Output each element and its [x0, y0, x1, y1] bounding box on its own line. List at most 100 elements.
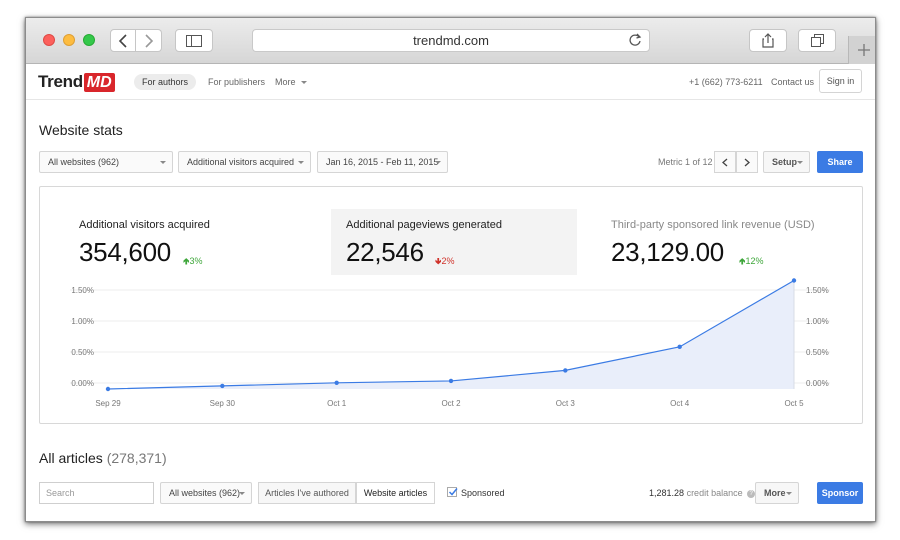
x-tick-label: Oct 4 [670, 399, 690, 408]
sponsored-label: Sponsored [461, 488, 505, 498]
y-tick-label-right: 0.50% [806, 348, 829, 357]
chevron-right-icon [744, 158, 750, 166]
chevron-down-icon [797, 161, 803, 164]
stat-value: 23,129.00 [611, 237, 724, 267]
stats-panel: Additional visitors acquired 354,600 🢁3%… [39, 186, 863, 424]
logo-badge: MD [83, 72, 115, 92]
x-tick-label: Oct 3 [556, 399, 576, 408]
y-tick-label-left: 0.50% [71, 348, 94, 357]
chevron-down-icon [786, 492, 792, 495]
sidebar-button[interactable] [175, 29, 213, 52]
articles-count: (278,371) [106, 450, 167, 466]
help-icon[interactable]: ? [747, 489, 756, 498]
nav-for-publishers[interactable]: For publishers [208, 77, 266, 87]
websites-dropdown[interactable]: All websites (962) [39, 151, 173, 173]
articles-websites-dropdown[interactable]: All websites (962) [160, 482, 252, 504]
setup-button[interactable]: Setup [763, 151, 810, 173]
url-text: trendmd.com [413, 33, 489, 48]
date-range-dropdown[interactable]: Jan 16, 2015 - Feb 11, 2015 [317, 151, 448, 173]
stat-delta: 🢃2% [435, 254, 454, 270]
data-point [563, 368, 568, 373]
y-tick-label-left: 1.00% [71, 317, 94, 326]
plus-icon [857, 44, 870, 56]
credit-label: credit balance [686, 488, 743, 498]
stat-delta-value: 3% [189, 256, 203, 266]
site-header: Trend MD For authors For publishers More… [26, 64, 875, 100]
back-icon [118, 33, 127, 48]
reload-icon[interactable] [628, 33, 642, 47]
browser-toolbar: trendmd.com [26, 18, 875, 64]
stat-pageviews[interactable]: Additional pageviews generated 22,546 🢃2… [331, 209, 577, 275]
share-icon [762, 33, 774, 48]
y-tick-label-left: 1.50% [71, 286, 94, 295]
tabs-icon [810, 34, 824, 47]
nav-more-label: More [275, 77, 296, 87]
x-tick-label: Sep 29 [95, 399, 121, 408]
metric-pager-label: Metric 1 of 12 [658, 157, 713, 167]
y-tick-label-right: 0.00% [806, 379, 829, 388]
zoom-window-button[interactable] [83, 34, 95, 46]
x-tick-label: Oct 2 [441, 399, 461, 408]
arrow-up-icon: 🢁 [739, 256, 746, 266]
tab-website-articles[interactable]: Website articles [356, 482, 435, 504]
address-bar[interactable]: trendmd.com [252, 29, 650, 52]
stat-delta: 🢁3% [183, 254, 202, 270]
x-tick-label: Oct 1 [327, 399, 347, 408]
arrow-up-icon: 🢁 [183, 256, 190, 266]
back-button[interactable] [110, 29, 136, 52]
more-label: More [764, 488, 786, 498]
x-tick-label: Oct 5 [784, 399, 804, 408]
stat-label: Third-party sponsored link revenue (USD) [611, 219, 815, 231]
nav-more[interactable]: More [275, 74, 308, 90]
credit-balance: 1,281.28 credit balance ? [649, 488, 756, 498]
more-button[interactable]: More [755, 482, 799, 504]
metric-dropdown[interactable]: Additional visitors acquired [178, 151, 311, 173]
y-tick-label-right: 1.00% [806, 317, 829, 326]
trendmd-logo[interactable]: Trend MD [38, 72, 115, 92]
sponsor-button[interactable]: Sponsor [817, 482, 863, 504]
forward-button[interactable] [136, 29, 162, 52]
stat-delta-value: 2% [441, 256, 455, 266]
stat-revenue[interactable]: Third-party sponsored link revenue (USD)… [611, 209, 861, 275]
tabs-overview-button[interactable] [798, 29, 836, 52]
articles-websites-value: All websites (962) [169, 488, 241, 498]
chevron-down-icon [298, 161, 304, 164]
data-point [448, 378, 454, 384]
close-window-button[interactable] [43, 34, 55, 46]
sign-in-button[interactable]: Sign in [819, 69, 862, 93]
share-page-button[interactable] [749, 29, 787, 52]
credit-value: 1,281.28 [649, 488, 685, 498]
minimize-window-button[interactable] [63, 34, 75, 46]
share-button[interactable]: Share [817, 151, 863, 173]
tab-articles-authored[interactable]: Articles I've authored [258, 482, 356, 504]
sponsored-checkbox[interactable] [447, 487, 458, 497]
stat-visitors[interactable]: Additional visitors acquired 354,600 🢁3% [79, 209, 325, 275]
new-tab-button[interactable] [848, 36, 875, 64]
articles-title-text: All articles [39, 450, 103, 466]
stat-label: Additional pageviews generated [346, 219, 502, 231]
y-tick-label-right: 1.50% [806, 286, 829, 295]
search-input[interactable] [39, 482, 154, 504]
previous-metric-button[interactable] [714, 151, 736, 173]
checkmark-icon [448, 488, 458, 496]
websites-dropdown-value: All websites (962) [48, 157, 120, 167]
chevron-down-icon [301, 81, 308, 85]
stat-delta-value: 12% [745, 256, 764, 266]
stat-value: 354,600 [79, 237, 171, 267]
page-title: Website stats [39, 122, 123, 138]
x-tick-label: Sep 30 [210, 399, 236, 408]
data-point [220, 383, 225, 389]
stat-label: Additional visitors acquired [79, 219, 210, 231]
chevron-down-icon [239, 492, 245, 495]
next-metric-button[interactable] [736, 151, 758, 173]
stat-delta: 🢁12% [739, 254, 763, 270]
forward-icon [144, 33, 153, 48]
phone-number[interactable]: +1 (662) 773-6211 [689, 77, 763, 87]
contact-link[interactable]: Contact us [771, 77, 815, 87]
chevron-down-icon [160, 161, 166, 164]
data-point [791, 278, 797, 283]
nav-for-authors[interactable]: For authors [134, 74, 197, 90]
chevron-left-icon [722, 158, 728, 166]
chevron-down-icon [435, 161, 441, 164]
metric-dropdown-value: Additional visitors acquired [187, 157, 295, 167]
